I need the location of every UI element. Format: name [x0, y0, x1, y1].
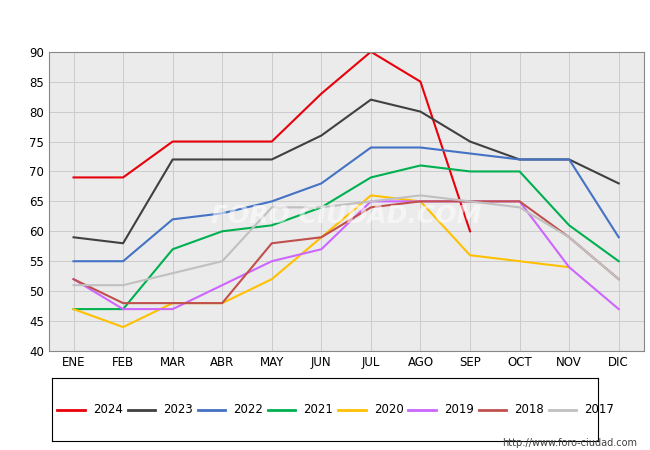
Text: FORO CIUDAD.COM: FORO CIUDAD.COM: [211, 204, 481, 228]
Text: 2019: 2019: [444, 403, 474, 416]
Text: 2024: 2024: [93, 403, 123, 416]
Text: 2018: 2018: [514, 403, 544, 416]
Text: 2021: 2021: [304, 403, 333, 416]
Text: Afiliados en Burón a 30/9/2024: Afiliados en Burón a 30/9/2024: [181, 14, 469, 33]
Text: http://www.foro-ciudad.com: http://www.foro-ciudad.com: [502, 438, 637, 448]
Text: 2023: 2023: [163, 403, 193, 416]
Text: 2020: 2020: [374, 403, 404, 416]
Text: 2017: 2017: [584, 403, 614, 416]
Text: 2022: 2022: [233, 403, 263, 416]
